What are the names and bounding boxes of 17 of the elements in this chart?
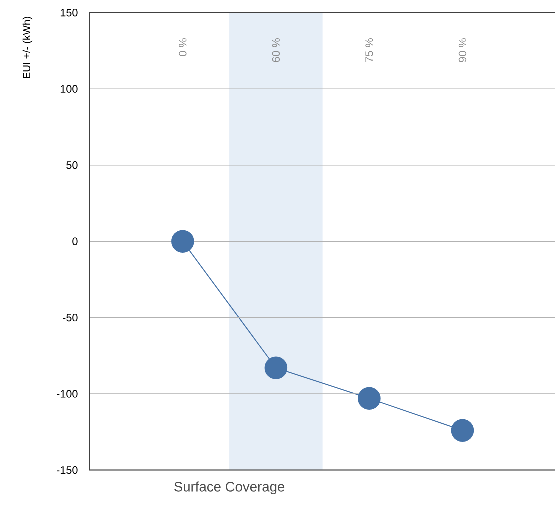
y-tick-label: -150: [57, 466, 78, 474]
y-tick-label: 0: [72, 238, 78, 246]
x-axis-title: Surface Coverage: [174, 482, 285, 495]
x-tick-label: 75 %: [366, 38, 374, 62]
point: [264, 356, 288, 380]
x-tick-label: 60 %: [272, 38, 280, 62]
x-tick-label: 90 %: [458, 38, 467, 62]
point: [451, 419, 474, 442]
y-tick-label: -100: [57, 390, 78, 398]
y-tick-label: 100: [60, 85, 78, 93]
y-tick-label: 50: [66, 162, 78, 170]
point: [358, 387, 381, 410]
y-tick-label: 150: [60, 9, 78, 17]
y-tick-label: -50: [63, 314, 78, 322]
x-tick-label: 0 %: [179, 38, 187, 56]
point: [172, 230, 194, 254]
y-axis-title: EUI +/- (kWh): [22, 17, 33, 79]
